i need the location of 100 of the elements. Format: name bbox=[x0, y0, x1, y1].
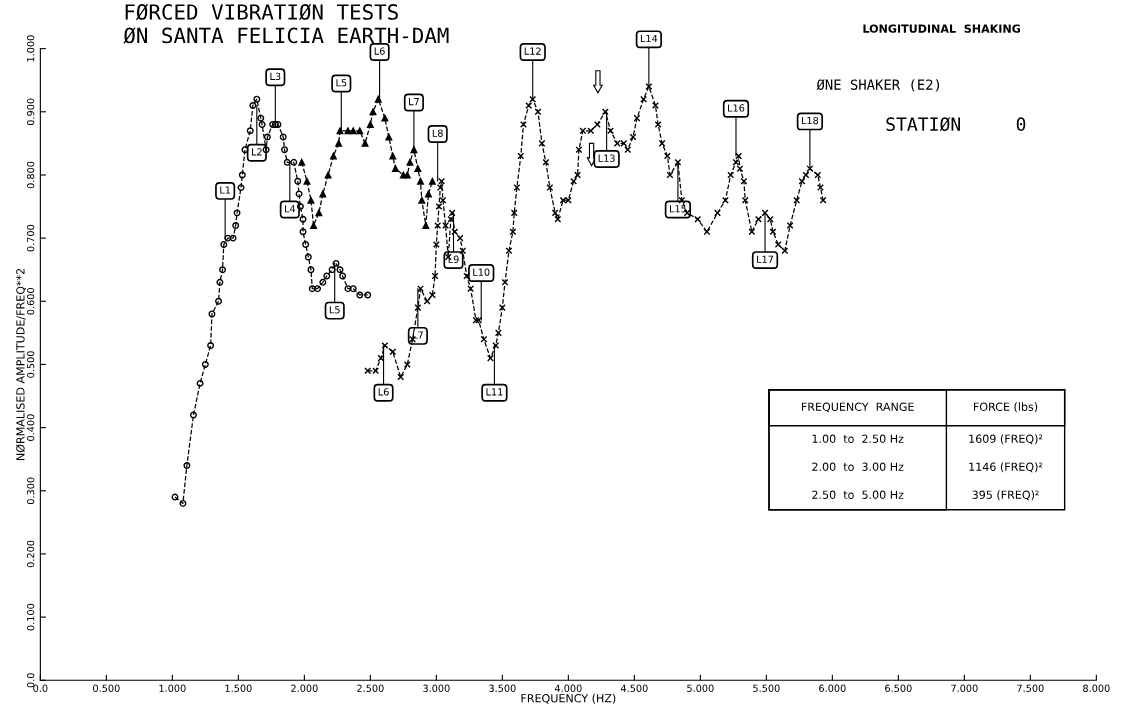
point bbox=[344, 127, 352, 135]
annotation: L1 bbox=[220, 186, 231, 194]
point bbox=[304, 253, 312, 261]
text: LONGITUDINAL SHAKING bbox=[863, 24, 1021, 33]
annotation: L12 bbox=[524, 47, 541, 55]
point bbox=[220, 240, 228, 248]
point bbox=[302, 240, 310, 248]
point bbox=[356, 291, 364, 299]
annotation: L5 bbox=[336, 79, 347, 87]
x-tick-label: 6.000 bbox=[819, 684, 846, 692]
point bbox=[319, 190, 327, 198]
annotation: L18 bbox=[801, 116, 819, 125]
point bbox=[314, 285, 322, 293]
y-axis-title: NØRMALISED AMPLITUDE/FREQ**2 bbox=[16, 268, 26, 460]
point bbox=[257, 114, 265, 122]
annotation: L8 bbox=[432, 129, 443, 137]
x-tick-label: 3.000 bbox=[423, 684, 450, 692]
point bbox=[263, 133, 271, 141]
x-tick-label: 2.000 bbox=[291, 684, 318, 692]
y-tick-label: 0.300 bbox=[26, 477, 35, 505]
y-tick-label: 0.500 bbox=[26, 351, 35, 378]
annotation: FORCE (lbs) bbox=[974, 402, 1038, 413]
chart-title: FØRCED VIBRATIØN TESTS ØN SANTA FELICIA EARTH-DAM bbox=[123, 3, 449, 44]
x-tick-label: 5.500 bbox=[753, 684, 780, 692]
point bbox=[258, 120, 266, 128]
point bbox=[339, 272, 347, 280]
point bbox=[238, 171, 246, 179]
y-tick-label: 0.100 bbox=[26, 603, 35, 631]
annotation: STATIØN 0 bbox=[886, 117, 1026, 132]
point bbox=[389, 152, 397, 160]
point bbox=[183, 462, 191, 469]
annotation: L6 bbox=[374, 47, 385, 55]
x-tick-label: 7.000 bbox=[951, 684, 978, 692]
annotation: 395 (FREQ)² bbox=[972, 490, 1039, 501]
x-tick-label: 5.000 bbox=[687, 684, 714, 692]
point bbox=[364, 291, 372, 299]
annotation: 2.00 to 3.00 Hz bbox=[812, 462, 904, 471]
point bbox=[179, 499, 187, 507]
point bbox=[410, 146, 418, 154]
y-tick-label: 0.900 bbox=[26, 98, 35, 126]
point bbox=[196, 379, 204, 387]
point bbox=[336, 127, 344, 135]
x-tick-label: 0.500 bbox=[93, 684, 120, 692]
point bbox=[303, 177, 311, 185]
point bbox=[418, 196, 426, 204]
x-tick-label: 0.0 bbox=[33, 684, 48, 692]
y-tick-label: 0.700 bbox=[26, 224, 35, 252]
annotation: L13 bbox=[598, 154, 615, 162]
annotation: L5 bbox=[329, 306, 340, 314]
point bbox=[349, 127, 357, 135]
y-tick-label: 0.800 bbox=[26, 161, 35, 189]
point bbox=[335, 139, 343, 147]
point bbox=[298, 158, 306, 166]
point bbox=[336, 266, 344, 274]
annotation: 1.00 to 2.50 Hz bbox=[812, 434, 904, 443]
annotation: 1609 (FREQ)² bbox=[969, 434, 1043, 445]
point bbox=[381, 114, 389, 122]
x-tick-label: 6.500 bbox=[885, 684, 912, 692]
point bbox=[215, 297, 223, 305]
point bbox=[233, 209, 241, 217]
annotation: L11 bbox=[486, 388, 503, 396]
point bbox=[385, 133, 393, 141]
point bbox=[296, 203, 304, 211]
point bbox=[417, 177, 424, 185]
point bbox=[299, 215, 307, 223]
point bbox=[279, 133, 287, 141]
point bbox=[428, 177, 436, 185]
annotation: L17 bbox=[757, 255, 774, 263]
point bbox=[324, 171, 332, 179]
point bbox=[323, 272, 331, 280]
annotation: L9 bbox=[448, 255, 459, 263]
annotation: L2 bbox=[251, 148, 262, 156]
x-axis-title: FREQUENCY (HZ) bbox=[521, 693, 616, 704]
annotation: L7 bbox=[409, 98, 419, 106]
y-tick-label: 0.400 bbox=[26, 414, 35, 441]
y-tick-label: 0.600 bbox=[26, 288, 35, 315]
annotation: 2.50 to 5.00 Hz bbox=[812, 490, 904, 499]
point bbox=[307, 266, 315, 274]
point bbox=[232, 222, 240, 229]
point bbox=[369, 108, 377, 116]
x-tick-label: 1.000 bbox=[159, 684, 186, 692]
point bbox=[201, 360, 209, 368]
point bbox=[315, 209, 323, 217]
point bbox=[328, 266, 336, 274]
point bbox=[310, 222, 318, 229]
point bbox=[403, 171, 411, 179]
annotation: L3 bbox=[270, 72, 281, 81]
point bbox=[207, 342, 215, 349]
x-tick-label: 7.500 bbox=[1017, 684, 1044, 692]
annotation: L14 bbox=[640, 34, 658, 42]
annotation: L6 bbox=[378, 388, 389, 396]
y-tick-label: 0.200 bbox=[26, 540, 35, 568]
x-tick-label: 3.500 bbox=[489, 684, 516, 692]
x-tick-label: 1.500 bbox=[225, 684, 252, 692]
y-tick-label: 1.000 bbox=[26, 35, 35, 62]
point bbox=[366, 120, 374, 128]
annotation: L10 bbox=[473, 268, 490, 276]
point bbox=[319, 278, 327, 286]
x-tick-label: 2.500 bbox=[357, 684, 384, 692]
point bbox=[422, 222, 430, 229]
